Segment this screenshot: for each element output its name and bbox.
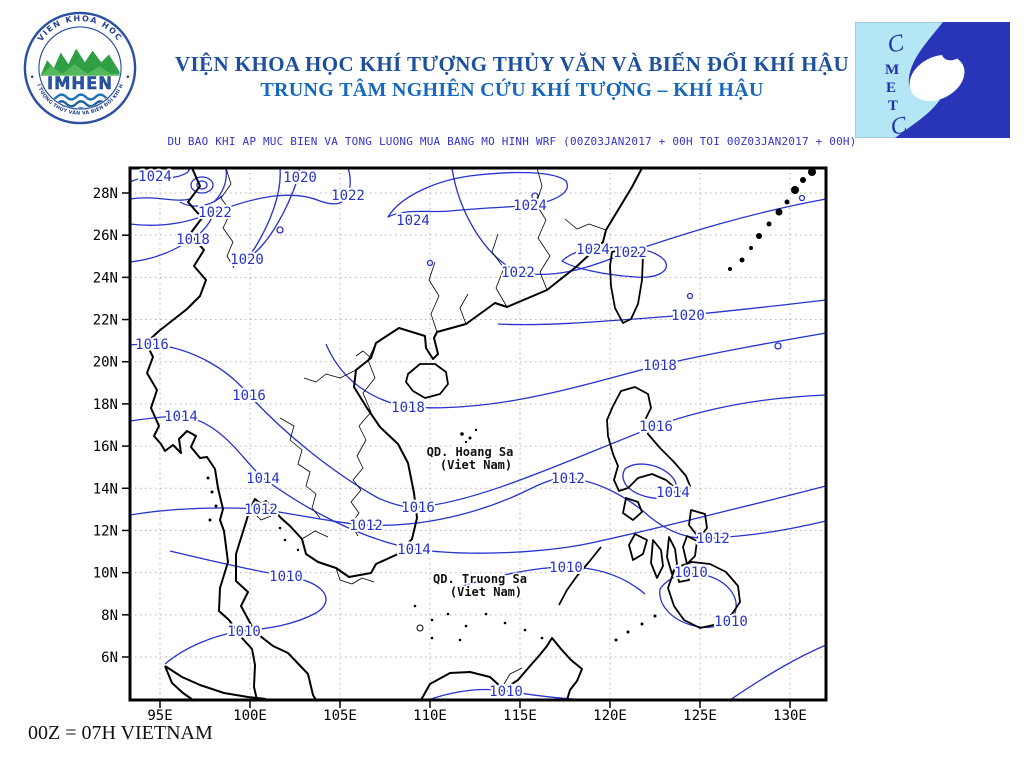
lon-tick-label: 110E bbox=[413, 708, 447, 724]
isobar-label: 1010 bbox=[714, 614, 748, 630]
isobar-label: 1022 bbox=[501, 265, 535, 281]
map-annotation: QD. Hoang Sa bbox=[427, 445, 514, 459]
isobar-label: 1022 bbox=[198, 205, 232, 221]
lat-tick-label: 22N bbox=[93, 313, 118, 329]
coastlines bbox=[145, 167, 741, 701]
isobar-label: 1024 bbox=[396, 213, 430, 229]
isobar-label: 1020 bbox=[671, 308, 705, 324]
lon-tick-label: 120E bbox=[593, 708, 627, 724]
island-dots bbox=[206, 168, 816, 642]
svg-text:C: C bbox=[885, 30, 907, 59]
lon-tick-label: 105E bbox=[323, 708, 357, 724]
lon-tick-label: 95E bbox=[147, 708, 172, 724]
isobar-label: 1022 bbox=[331, 188, 365, 204]
lat-tick-label: 8N bbox=[101, 608, 118, 624]
lat-tick-label: 10N bbox=[93, 566, 118, 582]
isobar-label: 1016 bbox=[135, 337, 169, 353]
isobar-label: 1010 bbox=[269, 569, 303, 585]
isobar-label: 1018 bbox=[643, 358, 677, 374]
lat-tick-label: 12N bbox=[93, 523, 118, 539]
imhen-acronym: IMHEN bbox=[47, 74, 113, 93]
isobar-label: 1012 bbox=[696, 531, 730, 547]
svg-text:T: T bbox=[888, 98, 898, 114]
isobar-label: 1014 bbox=[656, 485, 690, 501]
isobar-label: 1010 bbox=[489, 684, 523, 700]
metc-letters: C M E T C bbox=[885, 30, 910, 138]
forecast-title: DU BAO KHI AP MUC BIEN VA TONG LUONG MUA… bbox=[167, 135, 857, 148]
grid-lines bbox=[130, 168, 826, 700]
map-annotation: QD. Truong Sa bbox=[433, 572, 527, 586]
map-annotation: (Viet Nam) bbox=[440, 458, 512, 472]
svg-text:M: M bbox=[885, 62, 899, 78]
isobar-label: 1012 bbox=[349, 518, 383, 534]
lat-tick-label: 26N bbox=[93, 228, 118, 244]
lon-tick-label: 130E bbox=[773, 708, 807, 724]
lon-tick-label: 100E bbox=[233, 708, 267, 724]
isobar-label: 1024 bbox=[513, 198, 547, 214]
map-annotation: (Viet Nam) bbox=[450, 585, 522, 599]
isobar-label: 1016 bbox=[401, 500, 435, 516]
isobar-label: 1024 bbox=[576, 242, 610, 258]
isobar-label: 1012 bbox=[244, 502, 278, 518]
lat-tick-label: 24N bbox=[93, 270, 118, 286]
isobar-label: 1012 bbox=[551, 471, 585, 487]
isobar-label: 1020 bbox=[230, 252, 264, 268]
lat-tick-label: 18N bbox=[93, 397, 118, 413]
isobar-label: 1010 bbox=[227, 624, 261, 640]
org-title-line2: TRUNG TÂM NGHIÊN CỨU KHÍ TƯỢNG – KHÍ HẬU bbox=[260, 79, 764, 101]
isobar-label: 1010 bbox=[674, 565, 708, 581]
isobar-label: 1014 bbox=[246, 471, 280, 487]
lon-tick-label: 125E bbox=[683, 708, 717, 724]
isobar-label: 1020 bbox=[283, 170, 317, 186]
svg-text:E: E bbox=[886, 80, 896, 96]
pressure-map: 28N 26N 24N 22N 20N 18N 16N 14N 12N 10N 8N 6N 95E 100… bbox=[93, 166, 828, 724]
isobar-label: 1018 bbox=[391, 400, 425, 416]
svg-text:C: C bbox=[888, 112, 910, 138]
isobar-label: 1010 bbox=[549, 560, 583, 576]
isobar-label: 1014 bbox=[164, 409, 198, 425]
map-labels: 28N 26N 24N 22N 20N 18N 16N 14N 12N 10N 8N 6N 95E 100… bbox=[93, 167, 807, 724]
lat-tick-label: 28N bbox=[93, 186, 118, 202]
lat-tick-label: 14N bbox=[93, 481, 118, 497]
lat-tick-label: 6N bbox=[101, 650, 118, 666]
isobar-label: 1024 bbox=[138, 169, 172, 185]
map-frame bbox=[128, 166, 828, 702]
isobar-label: 1016 bbox=[232, 388, 266, 404]
imhen-logo: IMHEN VIEN KHOA HOC KHÍ TƯỢNG THỦY VĂN V… bbox=[23, 11, 137, 125]
isobar-label: 1018 bbox=[176, 232, 210, 248]
lat-tick-label: 20N bbox=[93, 355, 118, 371]
org-title-line1: VIỆN KHOA HỌC KHÍ TƯỢNG THỦY VĂN VÀ BIẾN… bbox=[174, 52, 850, 76]
isobar-label: 1014 bbox=[397, 542, 431, 558]
lon-tick-label: 115E bbox=[503, 708, 537, 724]
time-note: 00Z = 07H VIETNAM bbox=[28, 722, 213, 744]
metc-logo: C M E T C bbox=[855, 22, 1010, 138]
lat-tick-label: 16N bbox=[93, 439, 118, 455]
isobar-label: 1022 bbox=[613, 245, 647, 261]
metc-s-shape-icon bbox=[895, 22, 1010, 138]
isobar-label: 1016 bbox=[639, 419, 673, 435]
isobar-contours bbox=[129, 167, 827, 701]
